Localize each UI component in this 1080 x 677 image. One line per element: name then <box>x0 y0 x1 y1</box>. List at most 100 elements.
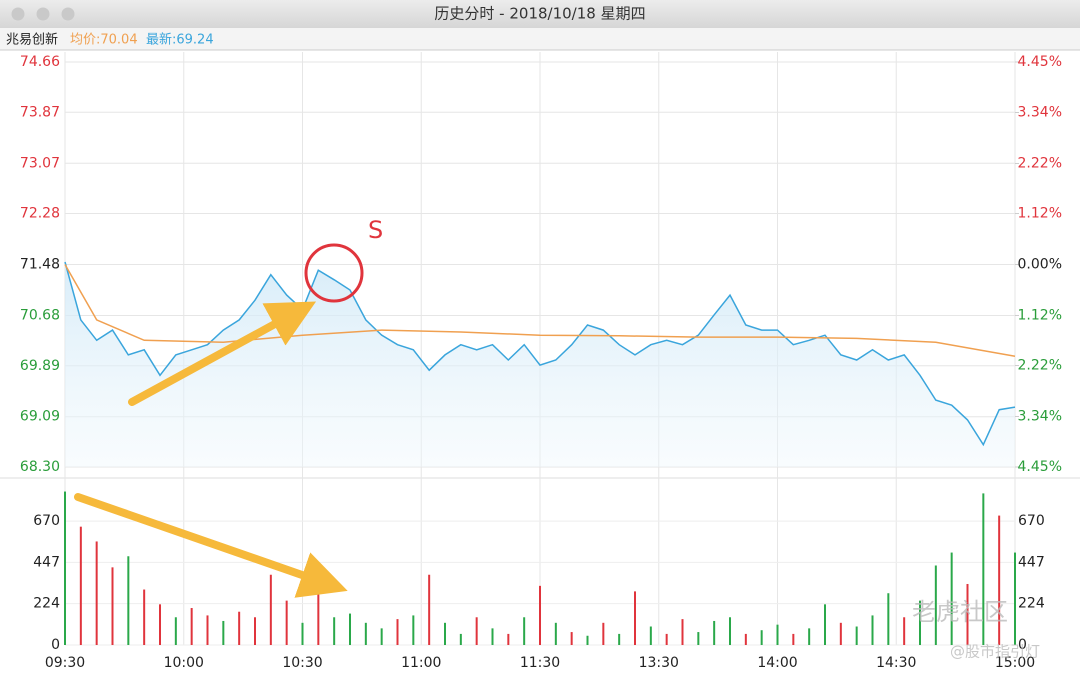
volume-bar <box>649 626 652 645</box>
y-tick-label: 72.28 <box>20 206 60 222</box>
volume-bar <box>222 620 225 645</box>
volume-bar <box>396 619 399 645</box>
volume-bar <box>919 600 921 645</box>
title-bar <box>0 0 1080 28</box>
x-tick-label: 10:00 <box>164 655 204 671</box>
volume-bar <box>95 541 98 645</box>
volume-bar <box>744 633 747 645</box>
y-tick-label: 69.89 <box>20 358 60 374</box>
volume-bar <box>681 619 684 645</box>
window-title: 历史分时 - 2018/10/18 星期四 <box>434 5 645 23</box>
volume-bar <box>871 615 874 645</box>
volume-bar <box>697 632 700 645</box>
volume-bar <box>269 574 272 645</box>
volume-bar <box>428 574 431 645</box>
volume-bar <box>713 620 716 645</box>
volume-bar <box>301 622 304 645</box>
zoom-button[interactable] <box>61 7 75 21</box>
volume-bar <box>903 617 906 645</box>
volume-bar <box>792 633 795 645</box>
volume-bar <box>285 600 288 645</box>
avg-legend: 均价:70.04 <box>70 33 138 48</box>
stock-name: 兆易创新 <box>6 32 58 48</box>
volume-bar <box>934 565 937 645</box>
y-tick-label: 71.48 <box>20 257 60 273</box>
x-tick-label: 14:30 <box>876 655 916 671</box>
volume-bar <box>159 604 161 645</box>
volume-bar <box>333 617 336 645</box>
volume-tick-label: 224 <box>33 596 60 612</box>
y-tick-label: 73.07 <box>20 155 60 171</box>
volume-bar <box>174 617 177 645</box>
y-tick-label: 73.87 <box>20 104 60 120</box>
volume-bar <box>507 633 510 645</box>
volume-bar <box>64 491 66 645</box>
average-line <box>64 264 1016 357</box>
y2-tick-label: 3.34% <box>1018 105 1062 121</box>
minimize-button[interactable] <box>36 7 50 21</box>
watermark: 老虎社区 <box>912 598 1008 626</box>
volume-bar <box>570 632 573 645</box>
volume-bar <box>475 617 478 645</box>
volume-tick-label: 670 <box>33 513 60 529</box>
y2-tick-label: 4.45% <box>1018 54 1062 70</box>
y2-tick-label: 3.34% <box>1018 408 1062 424</box>
volume-bar <box>887 593 890 645</box>
volume-bar <box>206 615 209 645</box>
up-arrow <box>128 301 317 406</box>
volume-bar <box>238 611 241 645</box>
volume-bar <box>459 633 462 645</box>
close-button[interactable] <box>11 7 25 21</box>
volume-bar <box>808 628 811 645</box>
x-tick-label: 10:30 <box>282 655 322 671</box>
volume-tick-label: 0 <box>1018 637 1027 653</box>
watermark: @股市指引灯 <box>950 643 1040 661</box>
y2-tick-label: 4.45% <box>1018 459 1062 475</box>
y2-tick-label: 2.22% <box>1018 155 1062 171</box>
volume-bar <box>380 628 383 645</box>
volume-tick-label: 447 <box>33 554 60 570</box>
volume-bar <box>665 633 668 645</box>
volume-bar <box>491 628 494 645</box>
volume-bar <box>1014 552 1016 645</box>
volume-bar <box>855 626 858 645</box>
y2-tick-label: 2.22% <box>1018 358 1062 374</box>
x-tick-label: 09:30 <box>45 655 85 671</box>
y-tick-label: 74.66 <box>20 54 60 70</box>
x-tick-label: 15:00 <box>995 655 1035 671</box>
volume-bar <box>254 617 256 645</box>
y2-tick-label: 0.00% <box>1018 257 1062 273</box>
x-tick-label: 14:00 <box>757 655 797 671</box>
down-arrow <box>74 493 348 598</box>
volume-bar <box>586 635 589 645</box>
highlight-circle <box>304 243 364 303</box>
volume-bar <box>79 526 82 645</box>
volume-bar <box>523 617 526 645</box>
volume-tick-label: 0 <box>51 637 60 653</box>
volume-bar <box>111 567 114 645</box>
y-tick-label: 70.68 <box>20 307 60 323</box>
y-tick-label: 68.30 <box>20 459 60 475</box>
price-line <box>64 261 1016 447</box>
volume-bar <box>554 622 557 645</box>
y2-tick-label: 1.12% <box>1018 307 1062 323</box>
volume-bar <box>143 589 146 645</box>
volume-bar <box>950 552 953 645</box>
volume-bar <box>982 493 985 645</box>
volume-bar <box>966 583 969 645</box>
volume-bar <box>634 591 636 645</box>
volume-bar <box>618 633 621 645</box>
volume-tick-label: 224 <box>1018 596 1045 612</box>
volume-bar <box>839 622 842 645</box>
volume-bar <box>412 615 415 645</box>
volume-bar <box>998 515 1001 645</box>
header-bar <box>0 28 1080 50</box>
x-tick-label: 11:30 <box>520 655 560 671</box>
volume-bar <box>317 593 320 645</box>
y-tick-label: 69.09 <box>20 409 60 425</box>
volume-bar <box>776 624 779 645</box>
volume-bar <box>824 604 826 645</box>
volume-bar <box>127 556 130 645</box>
volume-bar <box>444 622 446 645</box>
volume-bar <box>729 617 731 645</box>
